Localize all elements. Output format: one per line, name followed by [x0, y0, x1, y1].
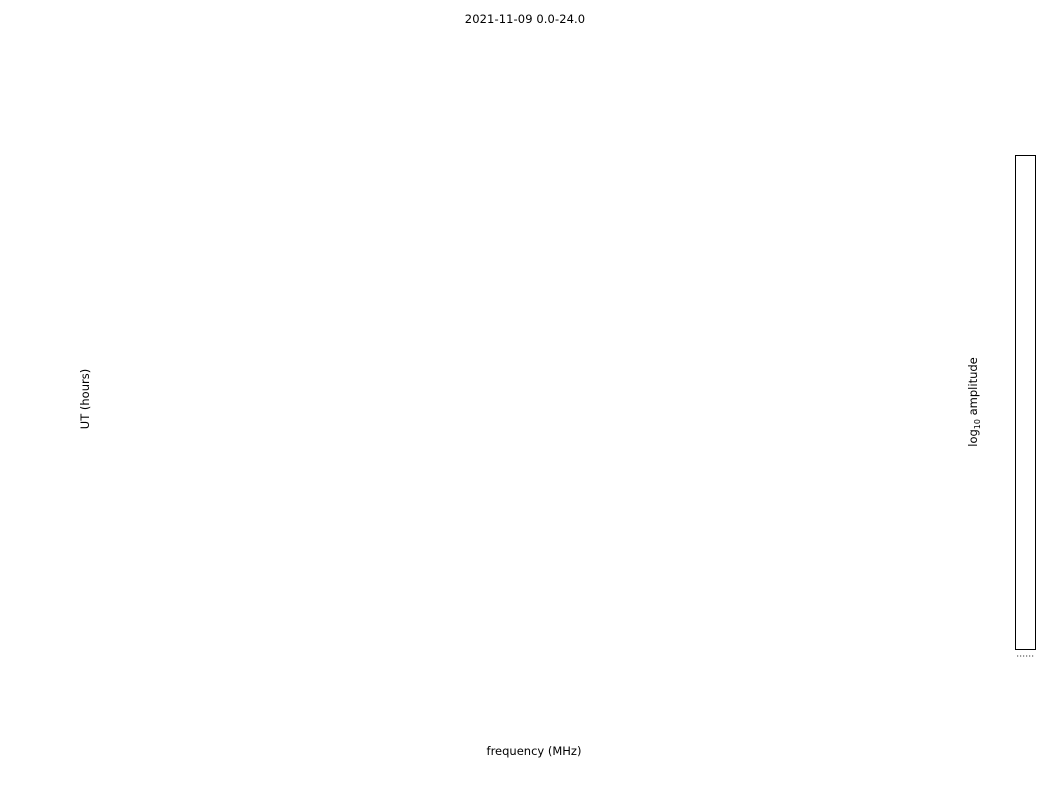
colorbar-gradient: [1015, 155, 1036, 650]
colorbar-bottom-hatch: [1017, 655, 1034, 657]
y-axis-label: UT (hours): [78, 368, 92, 430]
colorbar[interactable]: [1015, 155, 1036, 650]
x-axis-label: frequency (MHz): [486, 744, 582, 758]
figure-suptitle: 2021-11-09 0.0-24.0: [464, 12, 586, 26]
colorbar-label-subscript: 10: [973, 419, 983, 430]
colorbar-label-text: amplitude: [965, 357, 980, 420]
colorbar-axis-label: log10 amplitude: [965, 357, 983, 447]
